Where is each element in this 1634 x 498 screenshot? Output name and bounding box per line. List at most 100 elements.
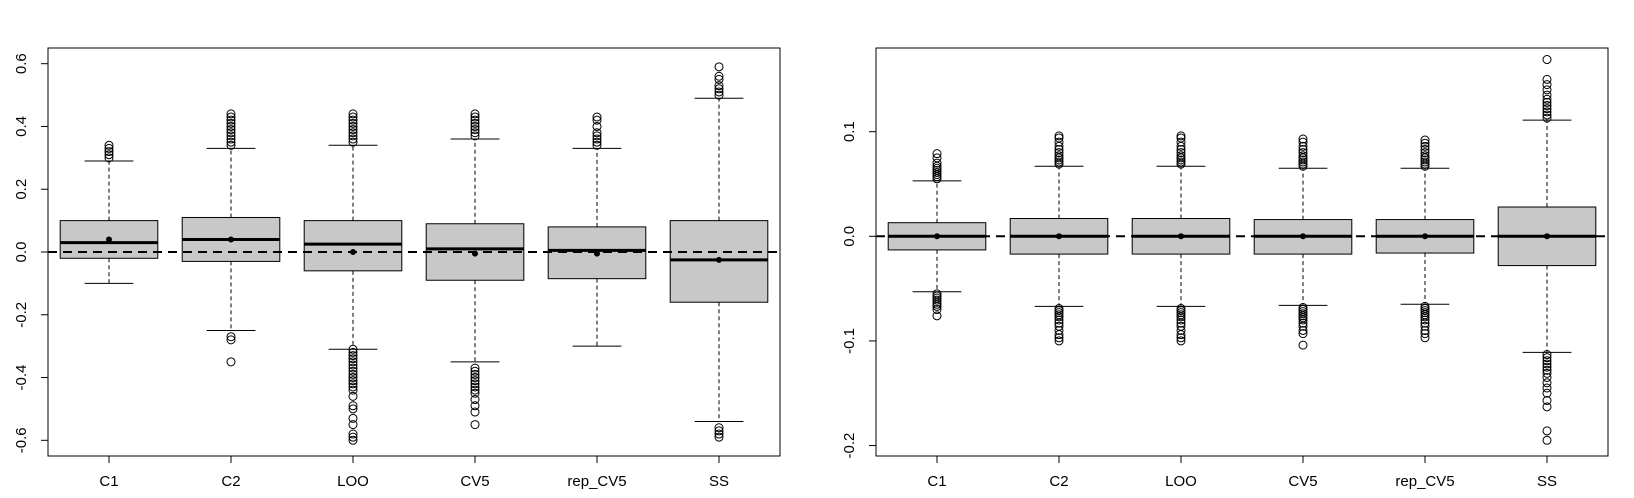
outlier-point xyxy=(1542,396,1552,406)
outlier-point xyxy=(1054,325,1064,335)
outlier-point xyxy=(348,429,358,439)
outlier-point xyxy=(714,71,724,81)
y-tick-label: -0.4 xyxy=(13,365,30,391)
y-tick-label: 0.0 xyxy=(13,242,30,263)
y-tick-label: -0.1 xyxy=(841,328,858,354)
outlier-point xyxy=(348,112,358,122)
outlier-point xyxy=(932,153,942,163)
outlier-point xyxy=(1542,426,1552,436)
outlier-point xyxy=(932,295,942,305)
outlier-point xyxy=(1298,318,1308,328)
outlier-point xyxy=(226,137,236,147)
outlier-point xyxy=(104,140,114,150)
outlier-point xyxy=(1542,356,1552,366)
outlier-point xyxy=(1542,368,1552,378)
y-tick-label: -0.6 xyxy=(13,427,30,453)
outlier-point xyxy=(1298,321,1308,331)
y-tick-label: 0.0 xyxy=(841,226,858,247)
outlier-point xyxy=(470,376,480,386)
outlier-point xyxy=(932,299,942,309)
outlier-point xyxy=(348,376,358,386)
outlier-point xyxy=(226,357,236,367)
box-iqr xyxy=(303,220,403,272)
outlier-point xyxy=(1542,388,1552,398)
outlier-point xyxy=(348,351,358,361)
outlier-point xyxy=(1054,148,1064,158)
outlier-point xyxy=(1298,141,1308,151)
outlier-point xyxy=(1420,333,1430,343)
outlier-point xyxy=(932,163,942,173)
plot-frame xyxy=(875,47,1609,457)
outlier-point xyxy=(1054,131,1064,141)
outlier-point xyxy=(932,305,942,315)
y-tick-label: 0.4 xyxy=(13,116,30,137)
outlier-point xyxy=(1542,90,1552,100)
outlier-point xyxy=(104,153,114,163)
outlier-point xyxy=(1298,137,1308,147)
outlier-point xyxy=(348,420,358,430)
outlier-point xyxy=(226,335,236,345)
outlier-point xyxy=(348,109,358,119)
outlier-point xyxy=(348,354,358,364)
outlier-point xyxy=(1176,325,1186,335)
outlier-point xyxy=(1420,138,1430,148)
outlier-point xyxy=(1176,306,1186,316)
outlier-point xyxy=(470,395,480,405)
outlier-point xyxy=(348,131,358,141)
outlier-point xyxy=(348,347,358,357)
outlier-point xyxy=(1542,94,1552,104)
x-tick-label: C1 xyxy=(99,473,118,490)
outlier-point xyxy=(1542,362,1552,372)
outlier-point xyxy=(226,125,236,135)
outlier-point xyxy=(104,143,114,153)
outlier-point xyxy=(1542,402,1552,412)
mean-point xyxy=(228,236,234,243)
outlier-point xyxy=(1054,312,1064,322)
outlier-point xyxy=(932,149,942,159)
outlier-point xyxy=(226,121,236,131)
left-boxplot-panel: -0.6 -0.4 -0.2 0.0 0.2 0.4 0.6 C1 C2 LOO CV5 rep_CV… xyxy=(13,47,781,490)
outlier-point xyxy=(1176,157,1186,167)
outlier-point xyxy=(226,128,236,138)
mean-point xyxy=(1544,233,1550,240)
outlier-point xyxy=(1054,330,1064,340)
outlier-point xyxy=(1298,315,1308,325)
outlier-point xyxy=(932,297,942,307)
outlier-point xyxy=(226,112,236,122)
outlier-point xyxy=(1420,312,1430,322)
outlier-point xyxy=(1420,155,1430,165)
outlier-point xyxy=(1176,148,1186,158)
outlier-point xyxy=(932,167,942,177)
outlier-point xyxy=(1176,315,1186,325)
outlier-point xyxy=(1542,101,1552,111)
outlier-point xyxy=(1298,309,1308,319)
outlier-point xyxy=(1298,340,1308,350)
outlier-point xyxy=(1420,329,1430,339)
outlier-point xyxy=(592,112,602,122)
outlier-point xyxy=(104,150,114,160)
outlier-point xyxy=(1420,148,1430,158)
outlier-point xyxy=(1542,383,1552,393)
outlier-point xyxy=(1176,131,1186,141)
outlier-point xyxy=(470,131,480,141)
outlier-point xyxy=(714,62,724,72)
outlier-point xyxy=(592,121,602,131)
outlier-point xyxy=(1420,151,1430,161)
outlier-point xyxy=(470,385,480,395)
outlier-point xyxy=(592,137,602,147)
outlier-point xyxy=(1054,137,1064,147)
outlier-point xyxy=(1054,315,1064,325)
outlier-point xyxy=(226,115,236,125)
y-tick-label: 0.2 xyxy=(13,179,30,200)
y-tick-label: -0.2 xyxy=(13,302,30,328)
outlier-point xyxy=(1298,134,1308,144)
outlier-point xyxy=(1420,157,1430,167)
outlier-point xyxy=(1420,306,1430,316)
outlier-point xyxy=(1054,133,1064,143)
outlier-point xyxy=(470,121,480,131)
outlier-point xyxy=(1054,155,1064,165)
outlier-point xyxy=(470,109,480,119)
outlier-point xyxy=(1542,359,1552,369)
outlier-point xyxy=(1176,151,1186,161)
